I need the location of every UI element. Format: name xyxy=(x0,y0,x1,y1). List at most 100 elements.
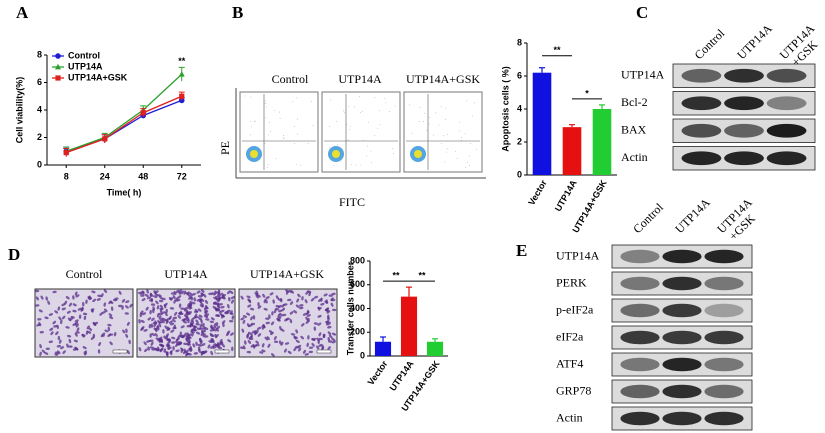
cell xyxy=(322,333,326,339)
flow-dot xyxy=(465,166,467,168)
cell xyxy=(90,308,94,313)
marker xyxy=(55,53,61,59)
flow-dot xyxy=(466,100,468,102)
cell xyxy=(178,311,183,315)
cell xyxy=(201,302,205,307)
cell xyxy=(180,325,185,329)
cell xyxy=(323,293,328,297)
cell xyxy=(265,321,271,325)
y-tick-label: 8 xyxy=(517,37,522,47)
cell xyxy=(217,289,221,294)
cell xyxy=(287,298,292,302)
y-axis-label: Transfer cells number xyxy=(345,261,355,355)
cell xyxy=(39,344,42,349)
flow-dot xyxy=(283,137,285,139)
cell xyxy=(300,323,305,327)
flow-dot xyxy=(419,106,421,108)
cell xyxy=(195,319,199,324)
y-tick-label: 800 xyxy=(350,255,365,265)
cell xyxy=(159,304,164,309)
cell xyxy=(317,306,321,311)
cell xyxy=(109,316,114,320)
cell xyxy=(57,306,61,311)
blot-row-label: Actin xyxy=(621,150,648,164)
cell xyxy=(99,312,103,316)
cell xyxy=(252,315,256,320)
cell xyxy=(297,344,302,348)
cell xyxy=(268,314,271,319)
flow-dot xyxy=(346,124,348,126)
y-tick-label: 6 xyxy=(37,77,42,87)
cell xyxy=(158,336,163,340)
flow-dot xyxy=(253,120,255,122)
flow-dot xyxy=(409,104,410,106)
cell xyxy=(227,339,232,343)
cell xyxy=(280,297,283,303)
cell xyxy=(327,336,331,342)
y-tick-label: 4 xyxy=(517,103,522,113)
cell xyxy=(83,315,87,320)
cell xyxy=(167,340,171,345)
cell xyxy=(72,303,77,307)
cell xyxy=(187,353,192,356)
cell xyxy=(300,335,304,340)
flow-dot xyxy=(422,121,424,122)
cell xyxy=(293,347,297,352)
cell xyxy=(185,349,189,354)
cell xyxy=(153,323,156,328)
cell xyxy=(54,351,58,356)
cell xyxy=(200,332,205,336)
cell xyxy=(306,309,310,315)
cell xyxy=(101,332,106,336)
cell xyxy=(275,305,280,308)
cell xyxy=(295,339,300,343)
cell xyxy=(39,330,44,334)
cell xyxy=(186,311,190,316)
cell xyxy=(197,308,202,312)
flow-dot xyxy=(279,117,281,119)
cell xyxy=(77,307,82,311)
cell xyxy=(265,299,268,304)
blot-row-label: ATF4 xyxy=(556,356,583,370)
blot-band xyxy=(620,303,660,318)
cell xyxy=(203,326,206,331)
flow-dot xyxy=(474,102,475,104)
flow-dot xyxy=(365,155,367,157)
flow-dot xyxy=(345,131,347,133)
cell xyxy=(98,342,102,347)
cell xyxy=(316,345,320,350)
cell xyxy=(34,289,40,293)
blot-band xyxy=(681,96,722,111)
flow-dot xyxy=(444,161,446,163)
cell xyxy=(250,316,253,321)
cell xyxy=(240,295,244,300)
cell xyxy=(150,303,156,306)
cell xyxy=(215,334,219,338)
cell xyxy=(154,320,158,325)
cell xyxy=(155,300,159,305)
cell xyxy=(179,331,183,336)
cell xyxy=(227,290,231,295)
cell xyxy=(218,303,223,306)
cell xyxy=(242,319,246,324)
cell xyxy=(96,298,101,301)
cell xyxy=(331,338,336,342)
cell xyxy=(230,296,235,300)
flow-dot xyxy=(268,134,270,136)
blot-column-label: UTP14A xyxy=(672,195,713,236)
cell xyxy=(273,335,277,341)
cell xyxy=(78,314,82,319)
cell xyxy=(124,312,129,315)
cell xyxy=(240,317,245,321)
cell xyxy=(222,322,225,328)
cell xyxy=(221,343,225,348)
cell xyxy=(251,330,256,334)
cell xyxy=(35,296,39,301)
flow-dot xyxy=(419,121,421,123)
cell xyxy=(321,346,325,351)
cell xyxy=(204,310,209,314)
cell xyxy=(138,319,141,324)
cell xyxy=(183,342,188,346)
cell xyxy=(72,309,77,313)
